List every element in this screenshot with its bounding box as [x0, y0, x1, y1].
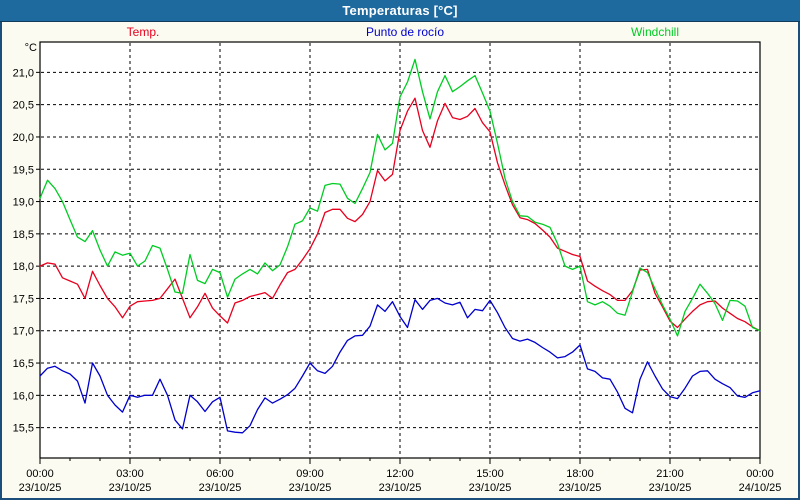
x-tick-time: 12:00	[386, 468, 414, 480]
x-tick-date: 23/10/25	[19, 482, 62, 494]
x-tick-time: 15:00	[476, 468, 504, 480]
y-tick-label: 19,5	[13, 164, 34, 176]
legend-item-temp: Temp.	[127, 25, 160, 39]
series-line-windchill	[39, 58, 761, 337]
series-line-dewpoint	[39, 297, 761, 434]
x-axis-labels: 00:00 23/10/25 03:00 23/10/25 06:00 23/10/25 0…	[19, 468, 782, 494]
x-tick-time: 00:00	[26, 468, 54, 480]
x-tick-time: 09:00	[296, 468, 324, 480]
y-tick-label: 19,0	[13, 197, 34, 209]
x-tick-time: 03:00	[116, 468, 144, 480]
window-frame	[0, 22, 800, 500]
y-tick-label: 17,5	[13, 293, 34, 305]
x-tick-date: 23/10/25	[109, 482, 152, 494]
y-tick-label: 18,0	[13, 261, 34, 273]
y-tick-label: 20,5	[13, 100, 34, 112]
y-tick-label: 20,0	[13, 132, 34, 144]
window-title: Temperaturas [°C]	[342, 3, 458, 18]
x-tick-date: 23/10/25	[559, 482, 602, 494]
legend: Temp. Punto de rocío Windchill	[127, 25, 679, 39]
y-tick-label: 18,5	[13, 229, 34, 241]
x-tick-date: 23/10/25	[379, 482, 422, 494]
gridlines	[36, 43, 761, 464]
title-bar: Temperaturas [°C]	[0, 0, 800, 22]
y-tick-label: 15,5	[13, 423, 34, 435]
x-tick-time: 00:00	[746, 468, 774, 480]
x-tick-time: 21:00	[656, 468, 684, 480]
legend-item-dewpoint: Punto de rocío	[366, 25, 444, 39]
y-tick-label: 16,0	[13, 390, 34, 402]
y-tick-label: 17,0	[13, 326, 34, 338]
y-tick-label: 21,0	[13, 67, 34, 79]
series-lines	[39, 58, 761, 434]
y-tick-label: 16,5	[13, 358, 34, 370]
y-axis-unit-label: °C	[25, 42, 37, 54]
x-tick-date: 23/10/25	[289, 482, 332, 494]
x-tick-time: 18:00	[566, 468, 594, 480]
legend-item-windchill: Windchill	[631, 25, 679, 39]
y-axis-labels: 21,0 20,5 20,0 19,5 19,0 18,5 18,0 17,5 17,0 16,5…	[13, 67, 34, 434]
x-tick-date: 23/10/25	[649, 482, 692, 494]
x-tick-date: 24/10/25	[739, 482, 782, 494]
x-tick-date: 23/10/25	[469, 482, 512, 494]
x-tick-date: 23/10/25	[199, 482, 242, 494]
x-tick-time: 06:00	[206, 468, 234, 480]
plot-border	[39, 41, 761, 459]
